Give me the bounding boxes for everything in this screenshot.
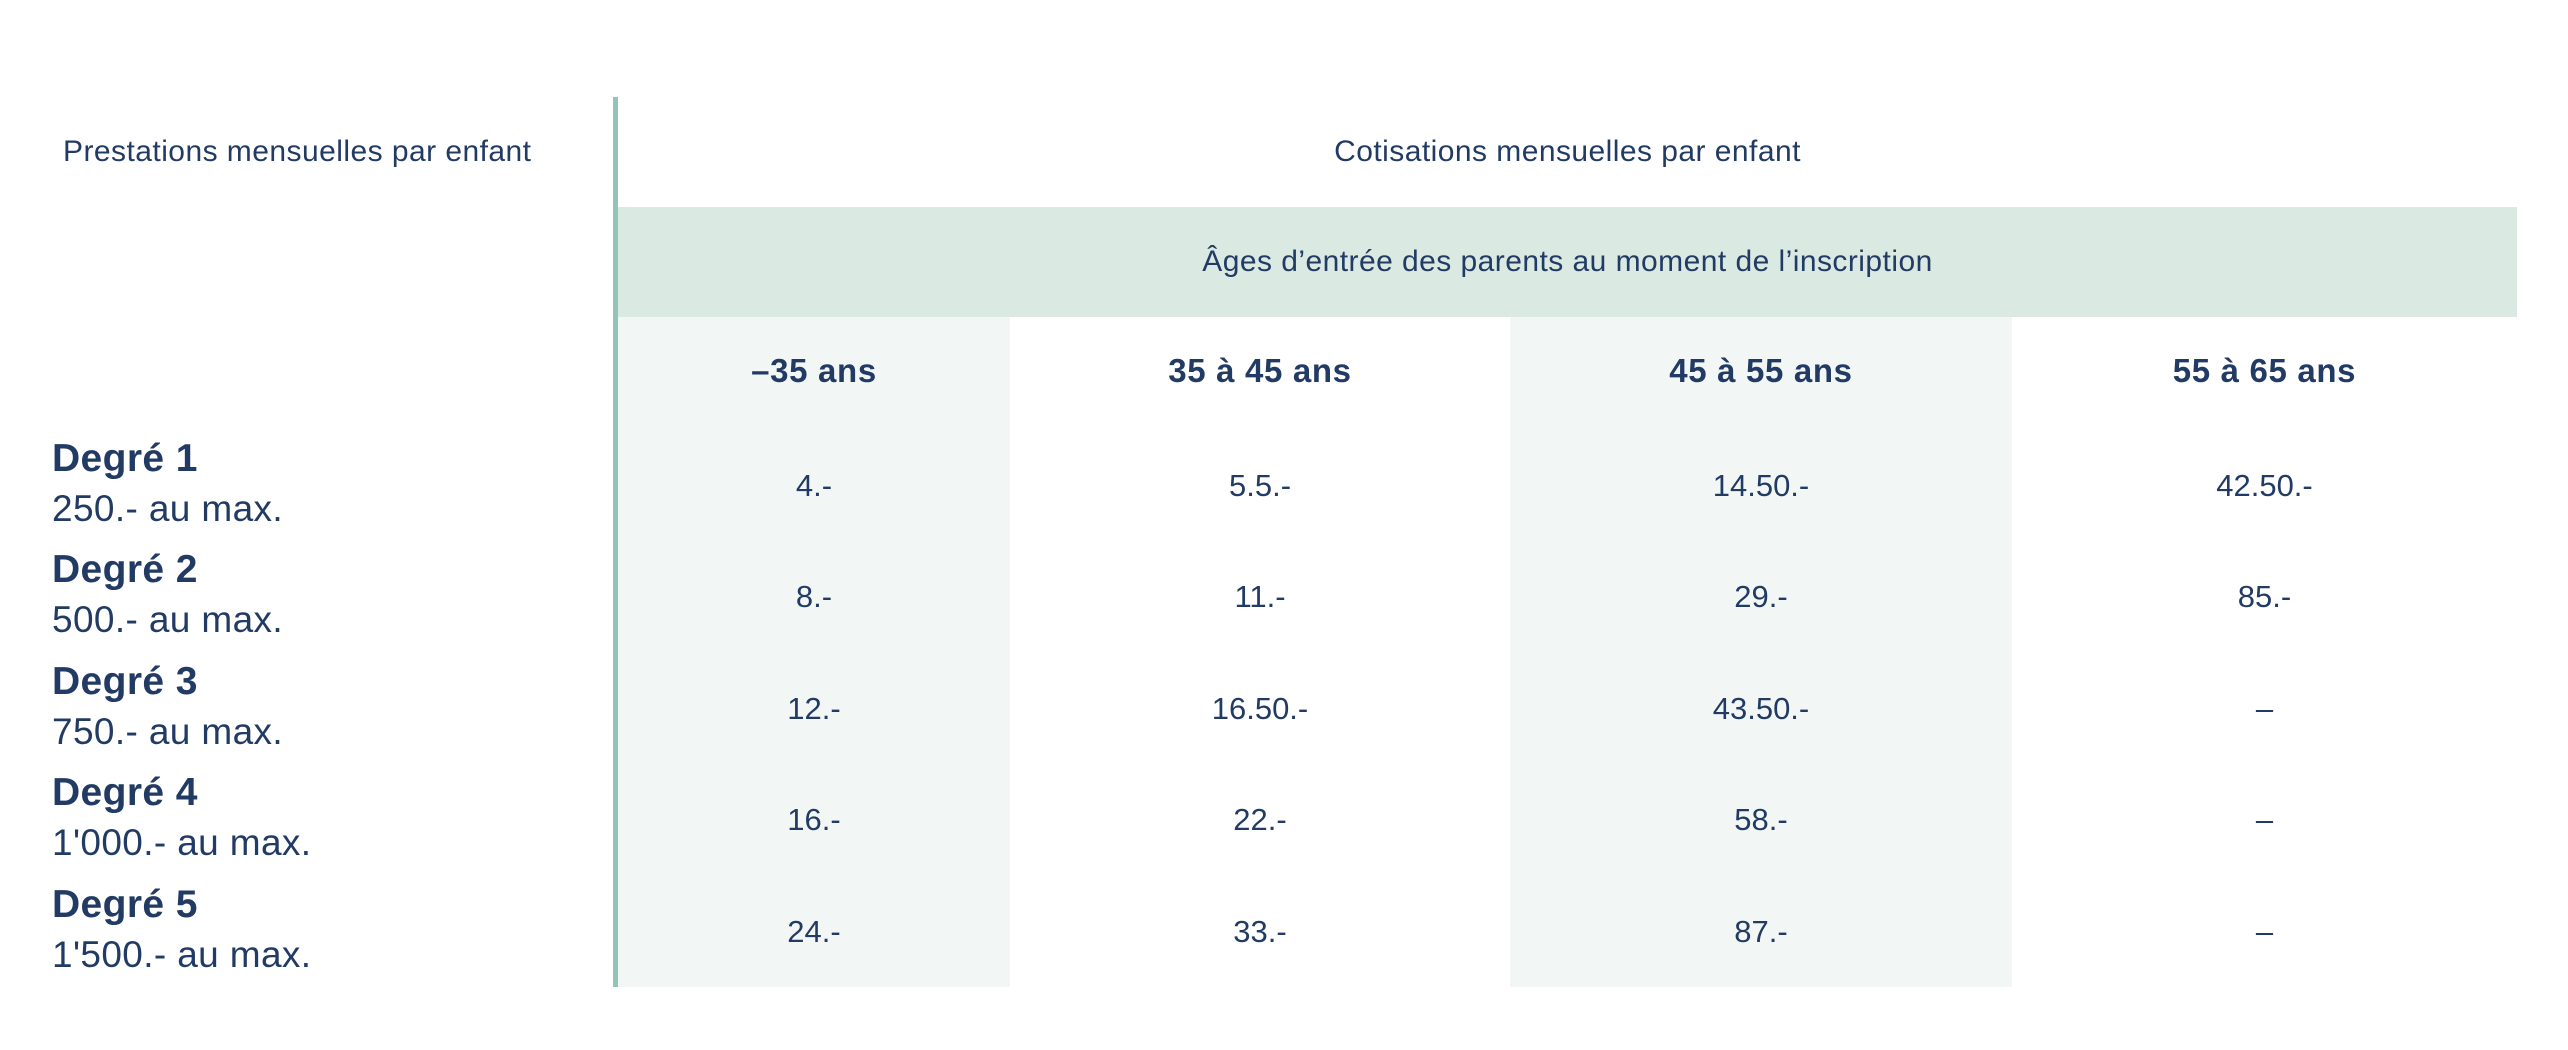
degree-title: Degré 1 [52, 437, 198, 480]
table-cell: 58.- [1734, 802, 1788, 837]
row-label-degre-1: Degré 1 250.- au max. [52, 436, 283, 536]
table-cell: 16.- [787, 802, 841, 837]
table-cell: – [2255, 691, 2274, 726]
row-label-degre-5: Degré 5 1'500.- au max. [52, 882, 311, 982]
prestations-title: Prestations mensuelles par enfant [63, 135, 532, 168]
column-3-background [1510, 317, 2012, 987]
table-cell: 85.- [2237, 579, 2292, 614]
column-header-35-45: 35 à 45 ans [1168, 352, 1352, 389]
row-label-degre-2: Degré 2 500.- au max. [52, 547, 283, 647]
column-1-background [618, 317, 1010, 987]
table-cell: – [2255, 802, 2274, 837]
vertical-divider-line [613, 97, 618, 987]
degree-title: Degré 5 [52, 883, 198, 926]
column-header-under-35: –35 ans [751, 352, 877, 389]
degree-max-amount: 250.- au max. [52, 488, 284, 529]
degree-title: Degré 2 [52, 548, 198, 591]
degree-max-amount: 500.- au max. [52, 599, 284, 640]
column-header-55-65: 55 à 65 ans [2172, 352, 2357, 389]
table-cell: 33.- [1233, 914, 1287, 949]
table-cell: 16.50.- [1211, 691, 1309, 726]
age-entry-band: Âges d’entrée des parents au moment de l… [618, 207, 2517, 317]
table-cell: 24.- [787, 914, 841, 949]
age-entry-band-label: Âges d’entrée des parents au moment de l… [1202, 245, 1933, 278]
degree-title: Degré 4 [52, 771, 198, 814]
table-cell: 14.50.- [1712, 468, 1810, 503]
table-cell: – [2255, 914, 2274, 949]
row-label-degre-4: Degré 4 1'000.- au max. [52, 770, 311, 870]
table-cell: 42.50.- [2216, 468, 2313, 503]
table-cell: 8.- [795, 579, 833, 614]
table-cell: 29.- [1734, 579, 1788, 614]
table-cell: 12.- [787, 691, 841, 726]
degree-title: Degré 3 [52, 660, 198, 703]
column-header-45-55: 45 à 55 ans [1669, 352, 1853, 389]
table-cell: 5.5.- [1228, 468, 1292, 503]
degree-max-amount: 750.- au max. [52, 711, 284, 752]
table-cell: 4.- [795, 468, 833, 503]
table-cell: 22.- [1233, 802, 1287, 837]
degree-max-amount: 1'000.- au max. [52, 822, 312, 863]
degree-max-amount: 1'500.- au max. [52, 934, 312, 975]
table-cell: 11.- [1234, 579, 1286, 614]
row-label-degre-3: Degré 3 750.- au max. [52, 659, 283, 759]
table-cell: 87.- [1734, 914, 1788, 949]
table-cell: 43.50.- [1712, 691, 1810, 726]
cotisations-title: Cotisations mensuelles par enfant [1334, 135, 1801, 168]
